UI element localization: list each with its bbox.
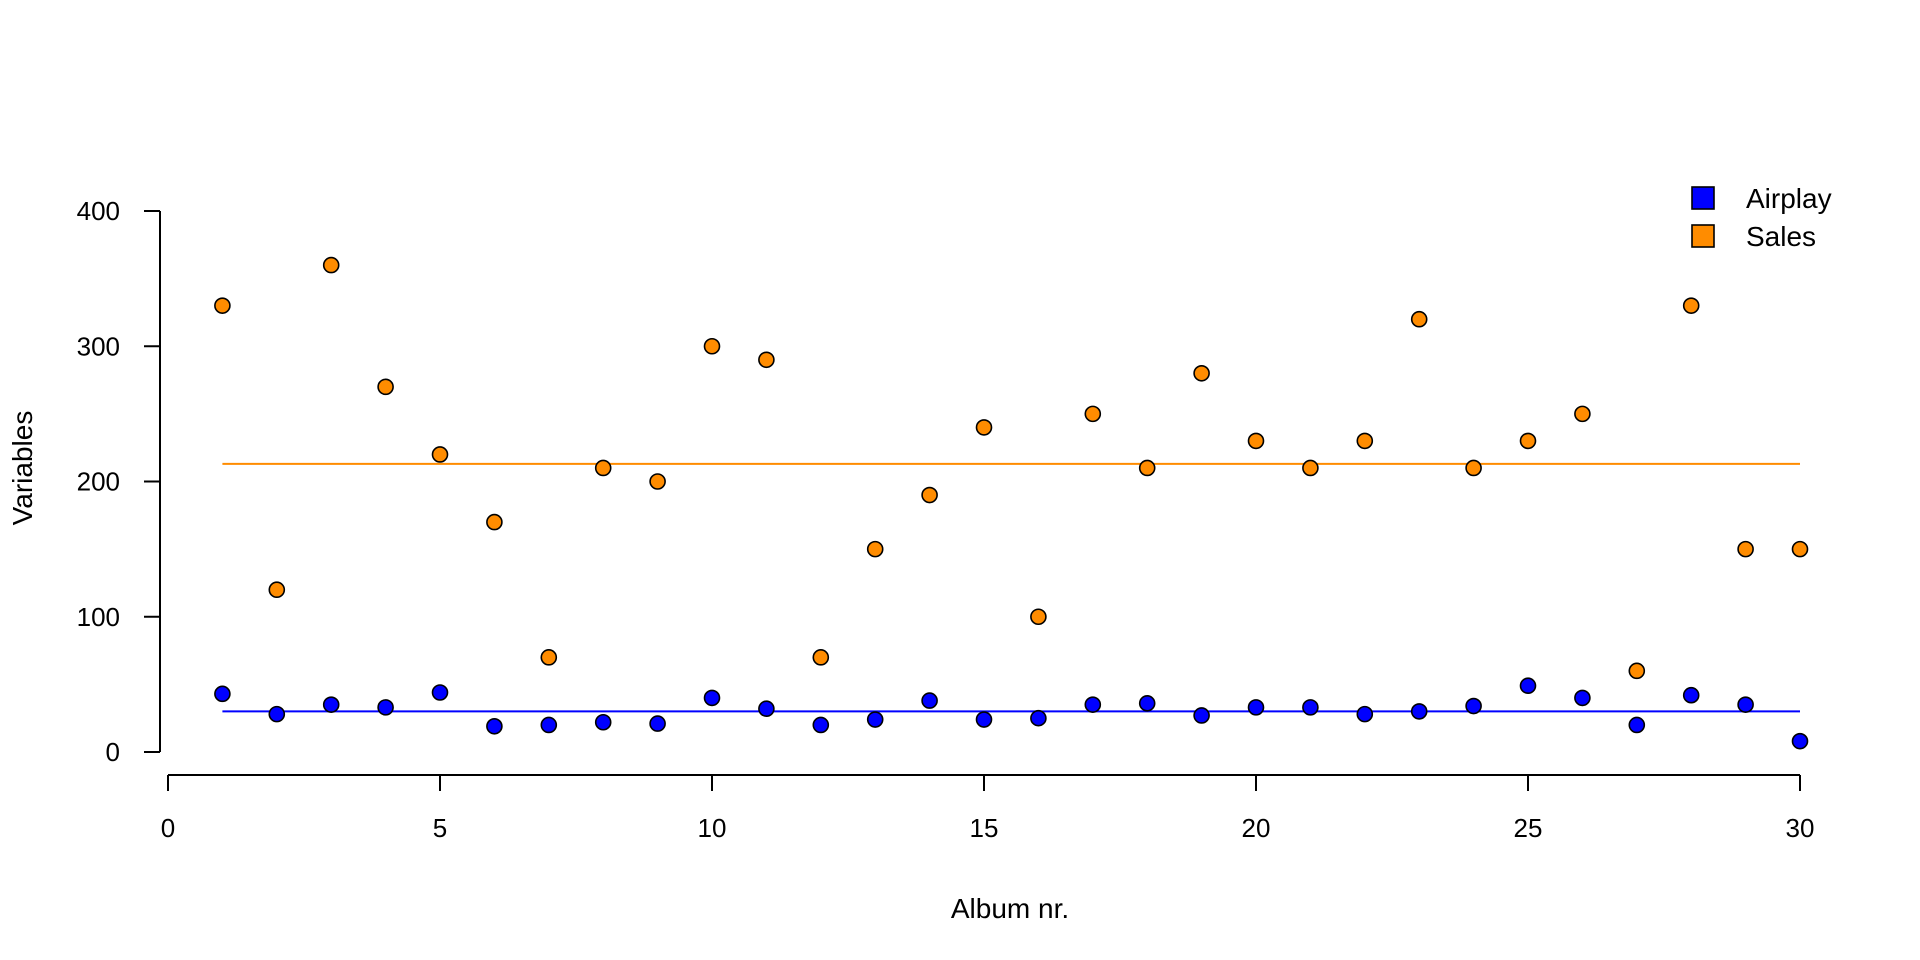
- x-tick-label: 5: [433, 813, 447, 843]
- airplay-point: [1030, 709, 1047, 727]
- airplay-point: [1737, 696, 1754, 713]
- airplay-point: [758, 700, 775, 718]
- sales-point: [866, 540, 884, 558]
- airplay-point: [431, 684, 449, 701]
- sales-point: [1302, 459, 1319, 477]
- mean-lines: [222, 462, 1800, 713]
- x-tick-label: 25: [1514, 813, 1543, 843]
- airplay-point: [377, 699, 394, 716]
- airplay-point: [1519, 677, 1537, 695]
- x-tick-label: 15: [970, 813, 999, 843]
- sales-point: [1410, 310, 1428, 328]
- airplay-point: [1084, 696, 1102, 713]
- sales-legend-label: Sales: [1746, 221, 1816, 252]
- sales-point: [1193, 364, 1210, 382]
- sales-point: [1247, 432, 1265, 450]
- airplay-legend-label: Airplay: [1746, 183, 1832, 214]
- sales-point: [921, 486, 938, 504]
- sales-point: [703, 337, 721, 355]
- airplay-point: [649, 715, 666, 732]
- y-tick-label: 200: [77, 467, 120, 497]
- x-tick-label: 10: [698, 813, 727, 843]
- airplay-point: [540, 716, 558, 734]
- sales-point: [1574, 405, 1591, 423]
- sales-point: [812, 649, 830, 666]
- airplay-point: [1247, 699, 1265, 716]
- airplay-point: [1682, 686, 1700, 704]
- y-tick-label: 300: [77, 331, 120, 361]
- airplay-point: [214, 685, 231, 703]
- airplay-point: [486, 718, 503, 735]
- airplay-point: [812, 716, 830, 734]
- y-tick-label: 400: [77, 196, 120, 226]
- sales-point: [486, 513, 503, 531]
- sales-point: [1519, 432, 1537, 450]
- airplay-point: [1356, 705, 1374, 723]
- sales-point: [975, 419, 993, 436]
- y-tick-label: 100: [77, 602, 120, 632]
- airplay-point: [866, 711, 884, 728]
- sales-point: [1084, 405, 1102, 423]
- airplay-point: [1193, 707, 1210, 724]
- y-axis: 0 100 200 300 400: [77, 196, 161, 767]
- airplay-point: [1628, 716, 1646, 734]
- y-axis-title: Variables: [7, 411, 38, 526]
- data-points: [214, 256, 1809, 750]
- airplay-point: [1410, 703, 1428, 720]
- legend: Airplay Sales: [1691, 183, 1832, 252]
- x-tick-label: 20: [1242, 813, 1271, 843]
- airplay-point: [975, 711, 993, 728]
- x-tick-label: 30: [1786, 813, 1815, 843]
- airplay-point: [1302, 699, 1319, 716]
- airplay-point: [1465, 697, 1482, 715]
- sales-point: [377, 378, 394, 396]
- sales-point: [1682, 297, 1700, 314]
- sales-point: [1138, 459, 1156, 477]
- sales-point: [1791, 540, 1809, 558]
- sales-point: [322, 256, 340, 274]
- sales-point: [758, 351, 775, 369]
- x-axis: 0 5 10 15 20 25 30: [161, 774, 1815, 843]
- sales-point: [214, 297, 231, 314]
- airplay-point: [1574, 689, 1591, 707]
- x-axis-title: Album nr.: [951, 893, 1069, 924]
- airplay-point: [1791, 732, 1809, 750]
- sales-point: [1030, 608, 1047, 626]
- airplay-point: [322, 696, 340, 713]
- airplay-point: [594, 713, 612, 731]
- sales-point: [268, 581, 286, 599]
- sales-point: [431, 446, 449, 463]
- sales-point: [1628, 662, 1646, 680]
- sales-point: [1356, 432, 1374, 450]
- airplay-point: [703, 689, 721, 707]
- airplay-point: [268, 705, 286, 723]
- x-tick-label: 0: [161, 813, 175, 843]
- airplay-point: [1138, 695, 1156, 712]
- sales-point: [1465, 459, 1482, 477]
- airplay-legend-swatch: [1691, 186, 1715, 210]
- y-tick-label: 0: [106, 737, 120, 767]
- airplay-point: [921, 692, 938, 709]
- sales-legend-swatch: [1691, 224, 1715, 248]
- sales-point: [540, 649, 558, 666]
- sales-point: [1737, 540, 1754, 558]
- sales-point: [649, 473, 666, 490]
- sales-point: [594, 459, 612, 477]
